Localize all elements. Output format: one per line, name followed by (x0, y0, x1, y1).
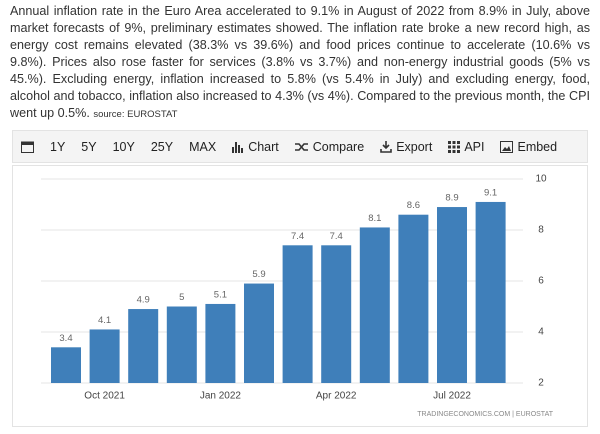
value-label: 8.9 (445, 193, 458, 204)
value-label: 4.1 (98, 315, 111, 326)
x-tick-label: Oct 2021 (84, 391, 125, 402)
label: Chart (248, 139, 279, 154)
value-label: 7.4 (330, 231, 343, 242)
x-tick-label: Jan 2022 (200, 391, 242, 402)
value-label: 5.1 (214, 289, 227, 300)
y-tick-label: 8 (538, 225, 544, 236)
x-tick-label: Apr 2022 (316, 391, 357, 402)
value-label: 9.1 (484, 187, 497, 198)
bar (437, 207, 467, 383)
source: source: EUROSTAT (93, 109, 178, 120)
label: Export (396, 139, 433, 154)
value-label: 8.6 (407, 200, 420, 211)
value-label: 7.4 (291, 231, 304, 242)
value-label: 3.4 (59, 333, 72, 344)
calendar-button[interactable] (13, 140, 42, 153)
range-button[interactable]: 5Y (81, 139, 97, 154)
bar (166, 306, 197, 383)
chart: 2 4 6 8 10 3.4 Oct 2021 4.1 4.9 5 Jan 2022 5.1 5.9 7.… (12, 165, 588, 427)
value-label: 5.9 (252, 269, 265, 280)
range-button[interactable]: MAX (189, 139, 217, 154)
bar (321, 245, 352, 383)
paragraph: Annual inflation rate in the Euro Area a… (10, 4, 590, 120)
bar (244, 283, 274, 383)
embed-button[interactable]: Embed (492, 140, 565, 154)
value-label: 4.9 (137, 295, 150, 306)
range-button[interactable]: 25Y (150, 139, 174, 154)
range-button[interactable]: 1Y (50, 139, 66, 154)
description: Annual inflation rate in the Euro Area a… (10, 3, 590, 123)
value-label: 8.1 (368, 213, 381, 224)
chart-source: TRADINGECONOMICS.COM | EUROSTAT (417, 411, 553, 418)
api-button[interactable]: API (440, 140, 492, 154)
compare-button[interactable]: Compare (287, 140, 372, 154)
bar (51, 347, 81, 383)
chart-button[interactable]: Chart (224, 140, 287, 154)
bar (475, 201, 506, 383)
value-label: 5 (179, 292, 184, 303)
label: API (464, 139, 485, 154)
bar (128, 309, 159, 383)
y-tick-label: 4 (538, 327, 544, 338)
bar (205, 303, 236, 383)
bar (359, 227, 390, 383)
bar (398, 214, 429, 383)
label: Embed (517, 139, 558, 154)
toolbar: 1Y 5Y 10Y 25Y MAX Chart Compare Export A… (12, 130, 588, 163)
y-tick-label: 10 (535, 174, 547, 185)
y-tick-label: 6 (538, 276, 544, 287)
bar (89, 329, 120, 383)
bar (282, 245, 313, 383)
x-tick-label: Jul 2022 (433, 391, 471, 402)
range-button[interactable]: 10Y (112, 139, 135, 154)
export-button[interactable]: Export (372, 140, 440, 154)
y-tick-label: 2 (538, 378, 544, 389)
label: Compare (312, 139, 365, 154)
